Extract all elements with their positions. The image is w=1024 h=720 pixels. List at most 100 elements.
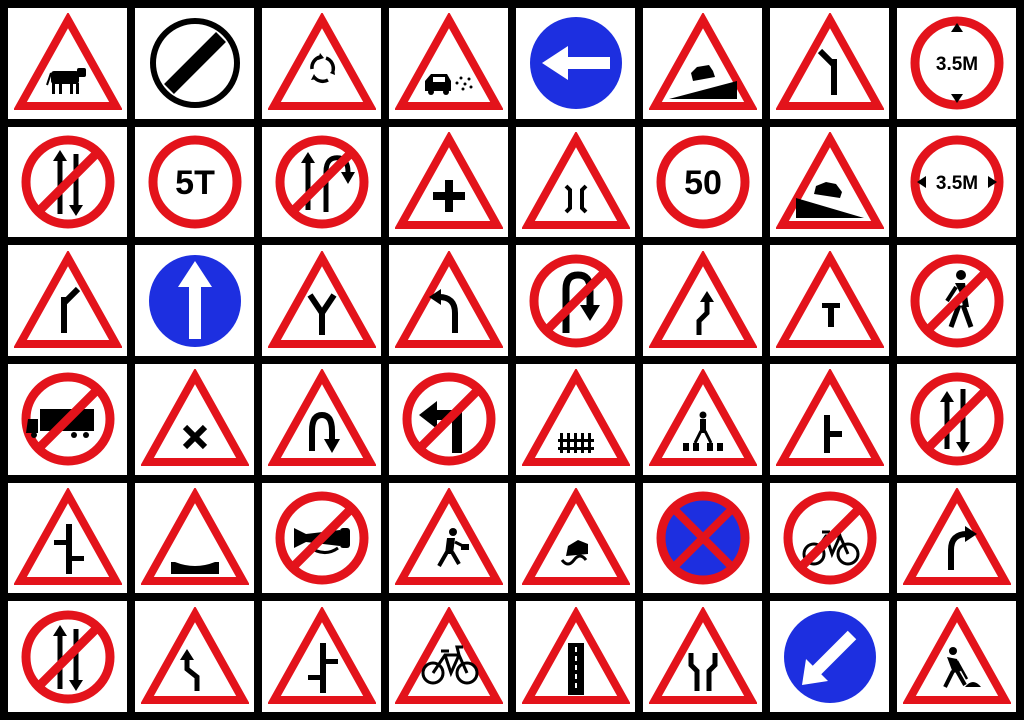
- triangle-sign: [394, 250, 503, 348]
- svg-text:5T: 5T: [175, 164, 215, 202]
- sign-reverse-bend: [643, 245, 762, 356]
- triangle-sign: [140, 487, 249, 585]
- circle-sign: 3.5M: [910, 135, 1003, 229]
- prohibition-sign: [21, 372, 114, 466]
- sign-school-ahead: [389, 482, 508, 594]
- triangle-sign: [648, 250, 757, 348]
- sign-end-of-restrictions: [135, 8, 254, 119]
- sign-road-narrows: [643, 601, 762, 712]
- triangle-sign: [521, 131, 630, 229]
- prohibition-sign: [21, 610, 114, 704]
- zebra-crossing-icon: [682, 411, 723, 452]
- worker-icon: [942, 646, 981, 688]
- sign-no-cycles: [770, 482, 889, 594]
- prohibition-sign: [275, 491, 368, 585]
- circle-sign: 50: [656, 135, 749, 229]
- triangle-sign: [394, 487, 503, 585]
- sign-major-road-ahead: [770, 363, 889, 475]
- narrow-road-icon: [567, 642, 584, 695]
- sign-compulsory-turn-left: [516, 8, 635, 119]
- sign-shape: [13, 13, 122, 111]
- prohibition-sign: [275, 135, 368, 229]
- svg-text:50: 50: [684, 164, 722, 202]
- svg-text:3.5M: 3.5M: [935, 173, 977, 194]
- triangle-sign: [648, 13, 757, 111]
- slippery-car-icon: [560, 539, 588, 566]
- end-circle-sign: [149, 18, 240, 109]
- prohibition-sign: [910, 372, 1003, 466]
- sign-guarded-level-crossing: [516, 363, 635, 475]
- arrow-up-icon: [177, 260, 212, 339]
- triangle-sign: [902, 487, 1011, 585]
- sign-compulsory-ahead: [135, 245, 254, 356]
- prohibition-slash: [415, 386, 482, 453]
- triangle-sign: [648, 606, 757, 704]
- sign-horn-prohibited: [262, 482, 381, 594]
- circle-sign: 5T: [148, 135, 241, 229]
- sign-narrow-bridge: [516, 126, 635, 238]
- text-icon: 5T: [175, 164, 215, 202]
- sign-left-hand-curve: [389, 245, 508, 356]
- triangle-sign: [267, 369, 376, 467]
- prohibition-slash: [34, 148, 101, 216]
- blue-circle-sign: [529, 17, 622, 110]
- sign-pedestrian-crossing: [643, 363, 762, 475]
- plus-icon: [432, 179, 465, 212]
- sign-shape: [140, 487, 249, 585]
- sign-no-stopping: [643, 482, 762, 594]
- sign-men-at-work: [897, 601, 1016, 712]
- triangle-sign: [521, 606, 630, 704]
- prohibition-sign: [783, 491, 876, 585]
- triangle-sign: [521, 369, 630, 467]
- sign-width-limit: 3.5M: [897, 126, 1016, 238]
- car-descent-icon: [668, 65, 737, 100]
- triangle-sign: [521, 487, 630, 585]
- triangle-sign: [140, 369, 249, 467]
- t-junction-icon: [821, 302, 840, 327]
- roundabout-icon: [309, 53, 335, 84]
- prohibition-slash: [288, 504, 355, 572]
- prohibition-slash: [288, 148, 355, 216]
- triangle-sign: [775, 13, 884, 111]
- sign-shape: [267, 13, 376, 111]
- prohibition-slash: [796, 504, 863, 572]
- height-limit-icon: 3.5M: [935, 23, 978, 104]
- sign-shape: [140, 606, 249, 704]
- triangle-sign: [267, 250, 376, 348]
- prohibition-sign: [21, 135, 114, 229]
- triangle-sign: [13, 487, 122, 585]
- triangle-sign: [775, 250, 884, 348]
- prohibition-slash: [34, 386, 101, 453]
- prohibition-slash: [923, 386, 990, 453]
- sign-no-left-turn: [389, 363, 508, 475]
- sign-staggered-intersection: [8, 482, 127, 594]
- triangle-sign: [775, 131, 884, 229]
- sign-shape: [910, 16, 1003, 110]
- side-road-right-icon: [60, 286, 80, 333]
- sign-shape: [775, 250, 884, 348]
- sign-shape: [656, 135, 749, 229]
- sign-shape: [148, 135, 241, 229]
- prohibition-slash: [923, 267, 990, 334]
- sign-loose-gravel: [389, 8, 508, 119]
- road-narrows-icon: [688, 652, 717, 691]
- sign-no-two-way-traffic: [8, 126, 127, 238]
- two-way-arrows-icon: [52, 149, 83, 216]
- curve-left-icon: [428, 288, 458, 333]
- svg-text:3.5M: 3.5M: [935, 54, 977, 75]
- sign-cattle-warning: [8, 8, 127, 119]
- sign-reverse-bend-2: [135, 601, 254, 712]
- car-gravel-icon: [424, 74, 472, 96]
- sign-shape: [267, 250, 376, 348]
- sign-shape: [648, 606, 757, 704]
- triangle-sign: [902, 606, 1011, 704]
- circle-sign: 3.5M: [910, 16, 1003, 110]
- x-icon: [182, 425, 207, 450]
- sign-hairpin-bend: [262, 363, 381, 475]
- sign-keep-left: [770, 601, 889, 712]
- diagonal-bar-icon: [163, 32, 226, 95]
- triangle-sign: [648, 369, 757, 467]
- triangle-sign: [267, 606, 376, 704]
- y-junction-icon: [307, 292, 336, 335]
- child-running-icon: [436, 527, 469, 567]
